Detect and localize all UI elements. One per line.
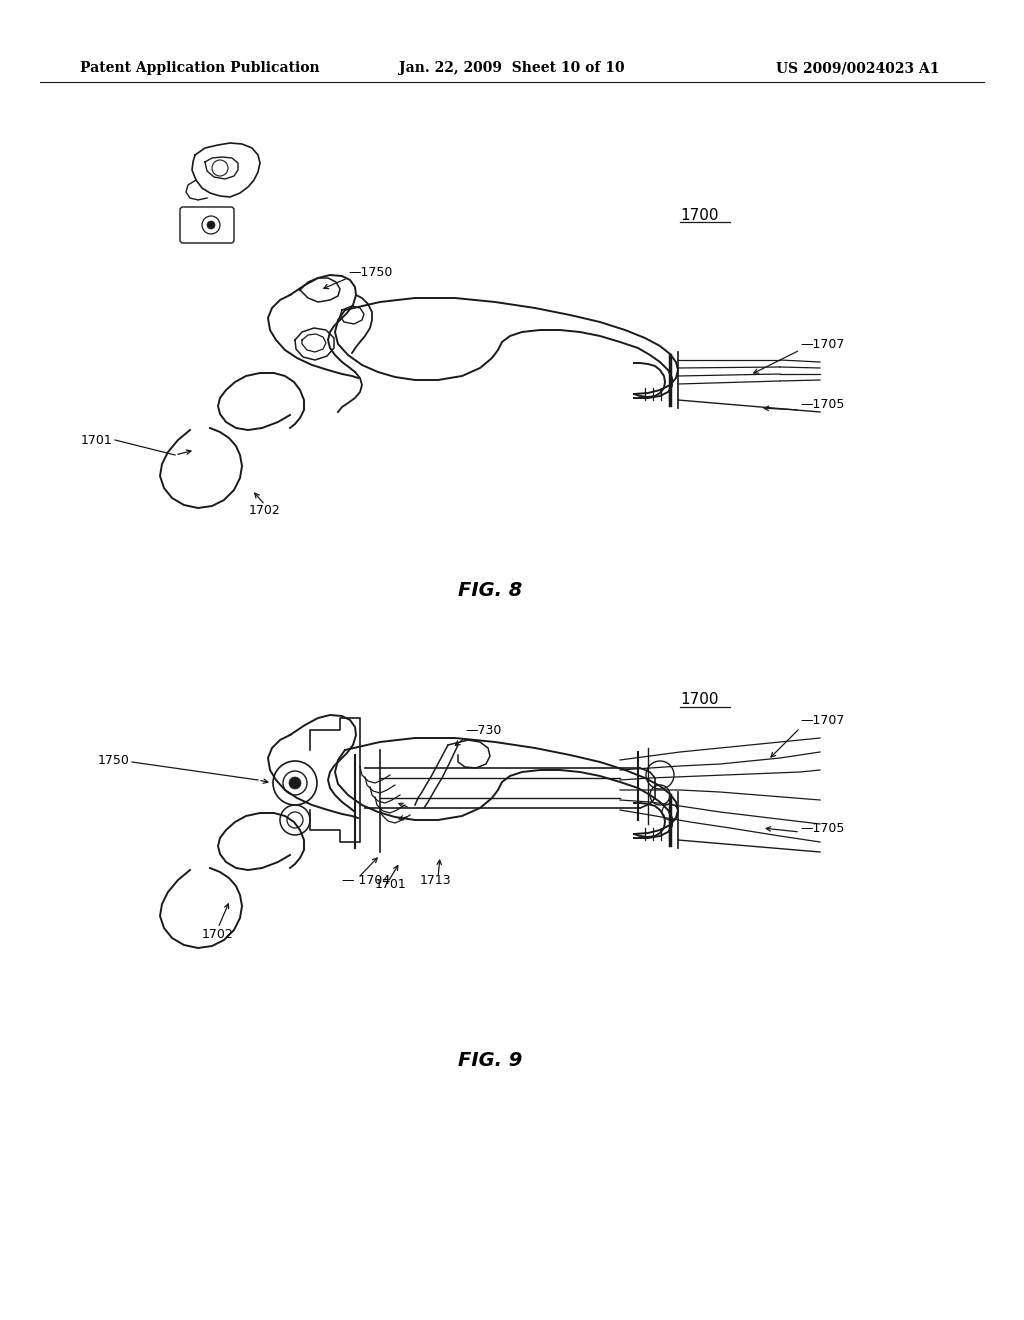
Text: —1705: —1705 (800, 821, 845, 834)
Text: 1700: 1700 (680, 693, 719, 708)
Text: 1702: 1702 (202, 928, 233, 941)
Circle shape (289, 777, 301, 789)
Text: —1750: —1750 (348, 265, 392, 279)
Text: —1707: —1707 (800, 338, 845, 351)
Text: Patent Application Publication: Patent Application Publication (80, 61, 319, 75)
Circle shape (207, 220, 215, 228)
Text: —1705: —1705 (800, 399, 845, 412)
Text: 1750: 1750 (98, 754, 130, 767)
Text: —1707: —1707 (800, 714, 845, 726)
Text: 1713: 1713 (420, 874, 452, 887)
Text: 1702: 1702 (249, 503, 281, 516)
Text: 1701: 1701 (80, 433, 112, 446)
Text: 1701: 1701 (375, 879, 407, 891)
Text: Jan. 22, 2009  Sheet 10 of 10: Jan. 22, 2009 Sheet 10 of 10 (399, 61, 625, 75)
Text: FIG. 9: FIG. 9 (458, 1051, 522, 1069)
Text: FIG. 8: FIG. 8 (458, 581, 522, 599)
Text: US 2009/0024023 A1: US 2009/0024023 A1 (776, 61, 940, 75)
Text: 1700: 1700 (680, 207, 719, 223)
Text: — 1704: — 1704 (342, 874, 390, 887)
Text: —730: —730 (465, 723, 502, 737)
